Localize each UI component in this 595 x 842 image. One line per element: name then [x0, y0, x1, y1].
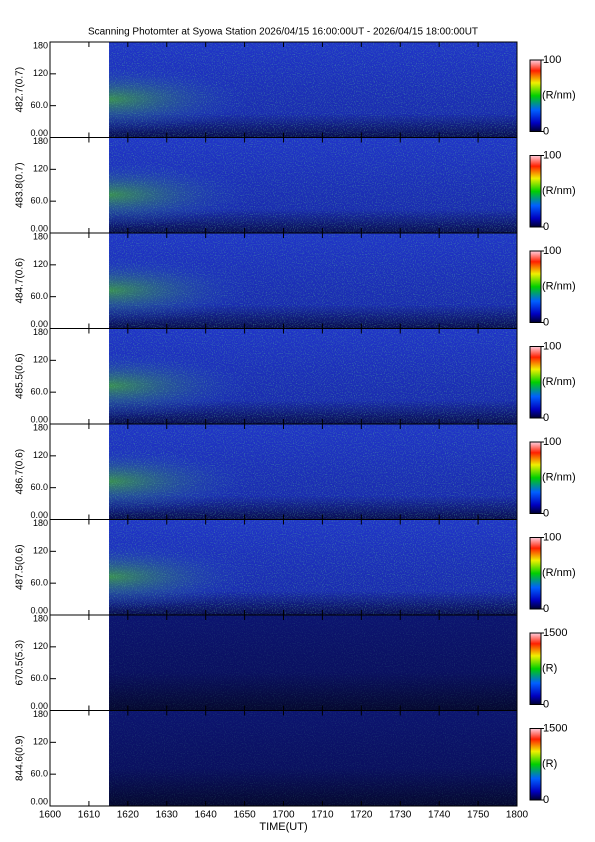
y-tick-label: 0.00: [30, 510, 48, 520]
colorbar-label: (R/nm): [542, 376, 576, 388]
y-tick-label: 0.00: [30, 605, 48, 615]
heatmap-noise: [109, 328, 517, 424]
colorbar-tick-label: 100: [543, 340, 561, 352]
y-tick-label: 0.00: [30, 223, 48, 233]
y-axis-label: 485.5(0.6): [15, 353, 26, 399]
colorbar-tick-label: 0: [543, 507, 549, 519]
y-tick-label: 180: [33, 422, 48, 432]
y-tick-label: 120: [33, 737, 48, 747]
heatmap-noise: [109, 710, 517, 806]
y-axis-label: 487.5(0.6): [15, 544, 26, 590]
colorbar-tick-label: 100: [543, 436, 561, 448]
colorbar-label: (R/nm): [542, 567, 576, 579]
y-tick-label: 60.0: [30, 387, 48, 397]
colorbar: [529, 537, 542, 610]
colorbar-tick-label: 1500: [543, 722, 567, 734]
y-tick-label: 120: [33, 641, 48, 651]
y-tick-label: 120: [33, 355, 48, 365]
colorbar-tick-label: 0: [543, 698, 549, 710]
colorbar-label: (R): [542, 758, 557, 770]
y-tick-label: 180: [33, 40, 48, 50]
y-tick-label: 180: [33, 136, 48, 146]
heatmap-noise: [109, 424, 517, 520]
heatmap-noise: [109, 137, 517, 233]
y-tick-label: 60.0: [30, 578, 48, 588]
x-tick-label: 1800: [506, 810, 529, 821]
y-tick-label: 60.0: [30, 673, 48, 683]
colorbar: [529, 441, 542, 514]
y-axis-label: 482.7(0.7): [15, 67, 26, 113]
colorbar: [529, 250, 542, 323]
x-tick-label: 1610: [78, 810, 101, 821]
colorbar: [529, 728, 542, 801]
colorbar: [529, 346, 542, 419]
y-tick-label: 120: [33, 450, 48, 460]
y-tick-label: 60.0: [30, 482, 48, 492]
colorbar-tick-label: 100: [543, 54, 561, 66]
y-axis-label: 670.5(5.3): [15, 640, 26, 686]
x-tick-label: 1650: [233, 810, 256, 821]
y-tick-label: 120: [33, 259, 48, 269]
colorbar-tick-label: 0: [543, 794, 549, 806]
colorbar-tick-label: 100: [543, 531, 561, 543]
y-tick-label: 0.00: [30, 319, 48, 329]
y-axis-label: 483.8(0.7): [15, 162, 26, 208]
y-axis-label: 486.7(0.6): [15, 449, 26, 495]
y-tick-label: 0.00: [30, 701, 48, 711]
y-tick-label: 180: [33, 709, 48, 719]
heatmap-noise: [109, 615, 517, 711]
y-tick-label: 180: [33, 518, 48, 528]
x-tick-label: 1700: [272, 810, 295, 821]
colorbar-tick-label: 1500: [543, 627, 567, 639]
y-tick-label: 120: [33, 68, 48, 78]
heatmap-noise: [109, 42, 517, 138]
y-tick-label: 180: [33, 613, 48, 623]
colorbar-tick-label: 0: [543, 221, 549, 233]
x-axis-label: TIME(UT): [259, 821, 307, 833]
colorbar-label: (R/nm): [542, 472, 576, 484]
x-tick-label: 1620: [117, 810, 140, 821]
y-tick-label: 0.00: [30, 796, 48, 806]
colorbar: [529, 632, 542, 705]
y-tick-label: 0.00: [30, 128, 48, 138]
x-tick-label: 1720: [350, 810, 373, 821]
x-tick-label: 1600: [39, 810, 62, 821]
colorbar-tick-label: 100: [543, 149, 561, 161]
x-tick-label: 1710: [311, 810, 334, 821]
heatmap-noise: [109, 233, 517, 329]
x-tick-label: 1630: [156, 810, 179, 821]
y-axis-label: 844.6(0.9): [15, 735, 26, 781]
colorbar-tick-label: 0: [543, 603, 549, 615]
x-tick-label: 1730: [389, 810, 412, 821]
y-tick-label: 60.0: [30, 769, 48, 779]
colorbar-tick-label: 0: [543, 412, 549, 424]
heatmap-noise: [109, 519, 517, 615]
y-tick-label: 180: [33, 327, 48, 337]
x-tick-label: 1640: [195, 810, 218, 821]
y-tick-label: 180: [33, 231, 48, 241]
y-tick-label: 60.0: [30, 196, 48, 206]
x-tick-label: 1750: [467, 810, 490, 821]
colorbar-label: (R/nm): [542, 281, 576, 293]
y-tick-label: 60.0: [30, 291, 48, 301]
colorbar-tick-label: 0: [543, 316, 549, 328]
x-tick-label: 1740: [428, 810, 451, 821]
chart-title: Scanning Photomter at Syowa Station 2026…: [88, 27, 478, 38]
y-axis-label: 484.7(0.6): [15, 258, 26, 304]
y-tick-label: 60.0: [30, 100, 48, 110]
y-tick-label: 0.00: [30, 414, 48, 424]
colorbar-label: (R/nm): [542, 185, 576, 197]
y-tick-label: 120: [33, 546, 48, 556]
colorbar-tick-label: 100: [543, 245, 561, 257]
y-tick-label: 120: [33, 164, 48, 174]
colorbar-label: (R): [542, 663, 557, 675]
colorbar-tick-label: 0: [543, 125, 549, 137]
colorbar-label: (R/nm): [542, 90, 576, 102]
colorbar: [529, 59, 542, 132]
colorbar: [529, 155, 542, 228]
